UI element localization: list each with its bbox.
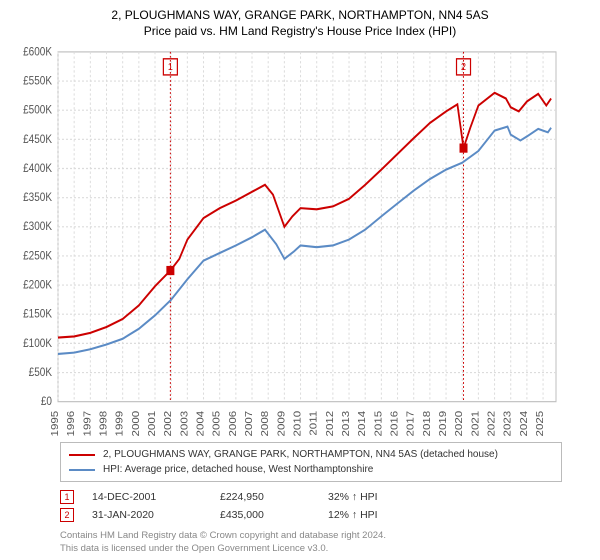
svg-text:£600K: £600K: [23, 46, 53, 59]
svg-text:2021: 2021: [470, 411, 481, 436]
svg-text:2011: 2011: [308, 411, 319, 436]
svg-text:2012: 2012: [325, 411, 336, 436]
legend-swatch: [69, 454, 95, 456]
svg-text:£0: £0: [41, 396, 52, 409]
chart-marker-point: [460, 144, 468, 153]
legend-item: HPI: Average price, detached house, West…: [69, 462, 553, 477]
svg-text:2020: 2020: [454, 411, 465, 436]
chart-svg: £0 £50K £100K £150K £200K £250K £300K £350K £400…: [10, 45, 590, 436]
svg-text:2001: 2001: [147, 411, 158, 436]
svg-text:1997: 1997: [82, 411, 93, 436]
legend-label: HPI: Average price, detached house, West…: [103, 462, 373, 477]
svg-text:2003: 2003: [179, 411, 190, 436]
legend-swatch: [69, 469, 95, 471]
marker-delta: 12% ↑ HPI: [328, 509, 418, 521]
svg-text:£100K: £100K: [23, 337, 53, 350]
svg-text:2006: 2006: [228, 411, 239, 436]
svg-text:2007: 2007: [244, 411, 255, 436]
svg-text:£50K: £50K: [29, 367, 53, 380]
footer-line-2: This data is licensed under the Open Gov…: [60, 543, 562, 556]
marker-date: 14-DEC-2001: [92, 491, 202, 503]
svg-text:2023: 2023: [502, 411, 513, 436]
svg-text:2024: 2024: [519, 411, 530, 436]
svg-text:2013: 2013: [341, 411, 352, 436]
chart-title: 2, PLOUGHMANS WAY, GRANGE PARK, NORTHAMP…: [10, 8, 590, 24]
marker-badge: 2: [60, 508, 74, 522]
marker-price: £224,950: [220, 491, 310, 503]
legend-item: 2, PLOUGHMANS WAY, GRANGE PARK, NORTHAMP…: [69, 447, 553, 462]
chart-marker-point: [166, 266, 174, 275]
svg-text:2010: 2010: [292, 411, 303, 436]
svg-text:1996: 1996: [66, 411, 77, 436]
svg-text:£350K: £350K: [23, 192, 53, 205]
chart-footer: Contains HM Land Registry data © Crown c…: [60, 530, 562, 556]
chart-plot-area: £0 £50K £100K £150K £200K £250K £300K £350K £400…: [10, 45, 590, 436]
marker-delta: 32% ↑ HPI: [328, 491, 418, 503]
svg-text:£450K: £450K: [23, 133, 53, 146]
marker-badge: 1: [60, 490, 74, 504]
svg-text:1998: 1998: [98, 411, 109, 436]
svg-text:2015: 2015: [373, 411, 384, 436]
svg-text:2022: 2022: [486, 411, 497, 436]
svg-text:2018: 2018: [422, 411, 433, 436]
svg-text:2: 2: [461, 62, 466, 74]
chart-subtitle: Price paid vs. HM Land Registry's House …: [10, 24, 590, 40]
svg-text:1999: 1999: [114, 411, 125, 436]
svg-text:2002: 2002: [163, 411, 174, 436]
marker-price: £435,000: [220, 509, 310, 521]
svg-text:2025: 2025: [535, 411, 546, 436]
chart-container: 2, PLOUGHMANS WAY, GRANGE PARK, NORTHAMP…: [0, 0, 600, 560]
footer-line-1: Contains HM Land Registry data © Crown c…: [60, 530, 562, 543]
svg-text:2016: 2016: [389, 411, 400, 436]
svg-text:£550K: £550K: [23, 75, 53, 88]
svg-text:1: 1: [168, 62, 173, 74]
svg-text:2004: 2004: [195, 411, 206, 436]
svg-text:£500K: £500K: [23, 104, 53, 117]
svg-text:1995: 1995: [50, 411, 61, 436]
marker-row: 2 31-JAN-2020 £435,000 12% ↑ HPI: [60, 506, 562, 524]
legend: 2, PLOUGHMANS WAY, GRANGE PARK, NORTHAMP…: [60, 442, 562, 482]
svg-text:2000: 2000: [130, 411, 141, 436]
svg-text:£250K: £250K: [23, 250, 53, 263]
svg-text:£300K: £300K: [23, 221, 53, 234]
svg-text:2005: 2005: [211, 411, 222, 436]
svg-text:2009: 2009: [276, 411, 287, 436]
marker-table: 1 14-DEC-2001 £224,950 32% ↑ HPI 2 31-JAN-202…: [60, 488, 562, 524]
svg-text:2014: 2014: [357, 411, 368, 436]
legend-label: 2, PLOUGHMANS WAY, GRANGE PARK, NORTHAMP…: [103, 447, 498, 462]
svg-text:£400K: £400K: [23, 163, 53, 176]
svg-text:2019: 2019: [438, 411, 449, 436]
svg-text:2017: 2017: [405, 411, 416, 436]
svg-text:£200K: £200K: [23, 279, 53, 292]
marker-date: 31-JAN-2020: [92, 509, 202, 521]
svg-text:£150K: £150K: [23, 308, 53, 321]
svg-text:2008: 2008: [260, 411, 271, 436]
marker-row: 1 14-DEC-2001 £224,950 32% ↑ HPI: [60, 488, 562, 506]
